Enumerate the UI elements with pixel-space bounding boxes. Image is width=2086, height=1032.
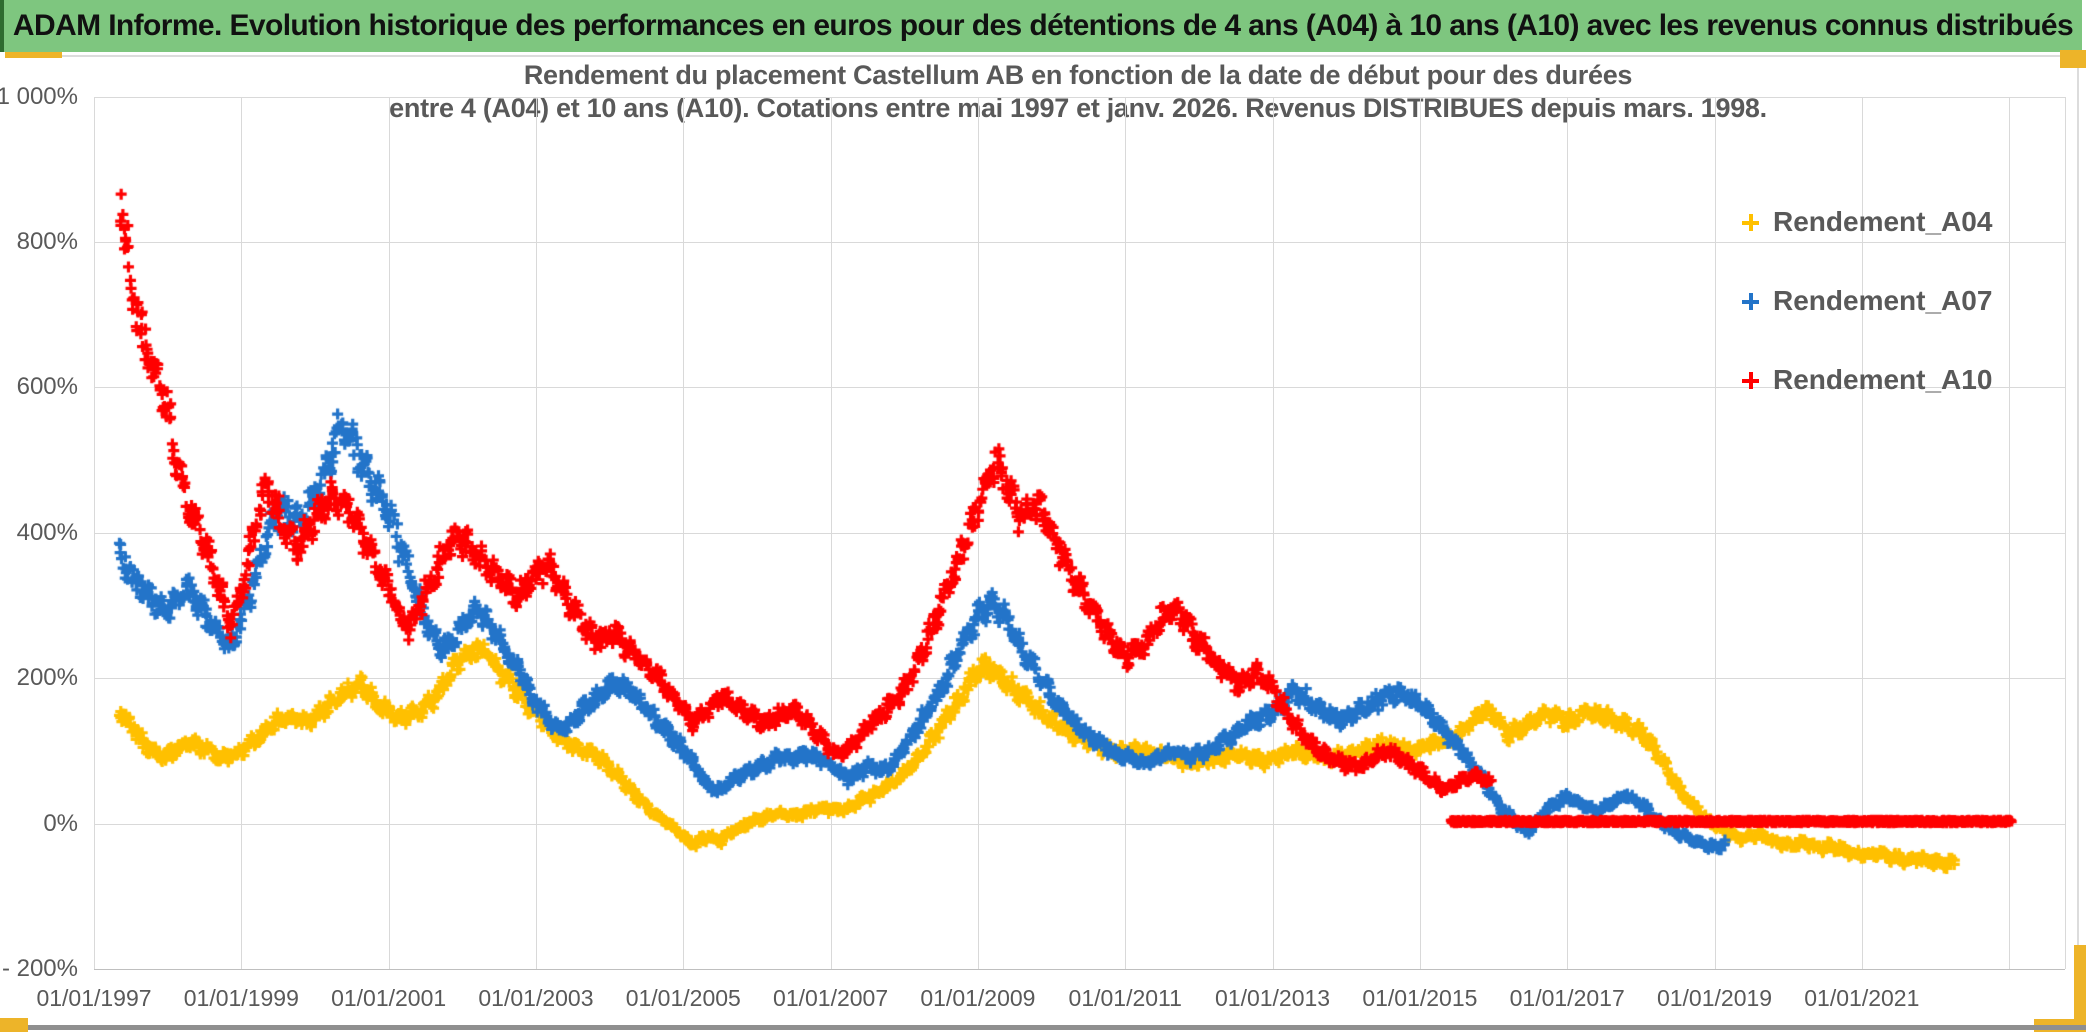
- x-tick-label: 01/01/2005: [625, 985, 741, 1012]
- x-tick-label: 01/01/2009: [920, 985, 1036, 1012]
- chart-title-line1: Rendement du placement Castellum AB en f…: [523, 60, 1633, 90]
- x-tick-label: 01/01/2003: [478, 985, 594, 1012]
- y-tick-label: 200%: [16, 664, 78, 692]
- chart-outer-right-border: [2077, 55, 2079, 1023]
- plus-marker-icon: [1742, 292, 1759, 310]
- legend-label: Rendement_A07: [1773, 285, 1993, 316]
- accent-bottom-left: [0, 1018, 28, 1032]
- x-tick-label: 01/01/2011: [1068, 985, 1182, 1012]
- banner-title: ADAM Informe. Evolution historique des p…: [12, 9, 2074, 42]
- x-tick-label: 01/01/2019: [1656, 985, 1773, 1012]
- chart-outer-top-border: [62, 55, 2078, 57]
- x-tick-label: 01/01/2017: [1509, 985, 1625, 1012]
- y-tick-label: 600%: [16, 373, 78, 401]
- plus-marker-icon: [1742, 213, 1759, 231]
- legend-item-rendement_a10: Rendement_A10: [1742, 360, 1992, 400]
- x-tick-label: 01/01/2015: [1362, 985, 1478, 1012]
- banner: ADAM Informe. Evolution historique des p…: [4, 0, 2082, 52]
- bottom-strip: [28, 1025, 2086, 1030]
- plus-marker-icon: [1742, 371, 1759, 389]
- x-tick-label: 01/01/2013: [1214, 985, 1331, 1012]
- y-tick-label: 0%: [43, 809, 78, 837]
- y-tick-label: - 200%: [1, 955, 78, 983]
- accent-right-strip: [2074, 945, 2086, 1032]
- accent-under-banner: [5, 52, 62, 58]
- x-tick-label: 01/01/1997: [36, 985, 152, 1012]
- x-tick-label: 01/01/1999: [183, 985, 299, 1012]
- x-tick-label: 01/01/2001: [331, 985, 447, 1012]
- x-tick-label: 01/01/2007: [773, 985, 889, 1012]
- y-tick-label: 400%: [16, 518, 78, 546]
- legend-item-rendement_a07: Rendement_A07: [1742, 281, 1992, 321]
- accent-top-right: [2060, 50, 2086, 68]
- legend-label: Rendement_A04: [1773, 206, 1993, 237]
- banner-left-edge: [0, 0, 4, 52]
- x-tick-label: 01/01/2021: [1804, 985, 1920, 1012]
- legend-item-rendement_a04: Rendement_A04: [1742, 202, 1992, 242]
- legend-label: Rendement_A10: [1773, 364, 1993, 395]
- scatter-points-canvas: [90, 90, 2076, 980]
- y-tick-label: 1 000%: [0, 82, 78, 110]
- y-tick-label: 800%: [16, 227, 78, 255]
